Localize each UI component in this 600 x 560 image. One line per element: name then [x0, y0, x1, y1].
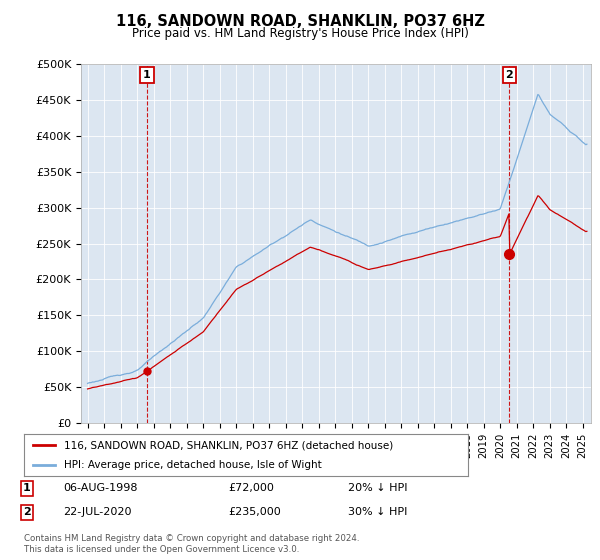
Text: 22-JUL-2020: 22-JUL-2020: [63, 507, 131, 517]
Text: 116, SANDOWN ROAD, SHANKLIN, PO37 6HZ (detached house): 116, SANDOWN ROAD, SHANKLIN, PO37 6HZ (d…: [64, 440, 393, 450]
Text: 30% ↓ HPI: 30% ↓ HPI: [348, 507, 407, 517]
Text: 2: 2: [505, 70, 513, 80]
Text: Contains HM Land Registry data © Crown copyright and database right 2024.: Contains HM Land Registry data © Crown c…: [24, 534, 359, 543]
Text: HPI: Average price, detached house, Isle of Wight: HPI: Average price, detached house, Isle…: [64, 460, 322, 470]
Text: 06-AUG-1998: 06-AUG-1998: [63, 483, 137, 493]
Text: 20% ↓ HPI: 20% ↓ HPI: [348, 483, 407, 493]
Text: £72,000: £72,000: [228, 483, 274, 493]
Text: £235,000: £235,000: [228, 507, 281, 517]
Text: This data is licensed under the Open Government Licence v3.0.: This data is licensed under the Open Gov…: [24, 545, 299, 554]
Text: 1: 1: [143, 70, 151, 80]
Text: Price paid vs. HM Land Registry's House Price Index (HPI): Price paid vs. HM Land Registry's House …: [131, 27, 469, 40]
Text: 1: 1: [23, 483, 31, 493]
Text: 116, SANDOWN ROAD, SHANKLIN, PO37 6HZ: 116, SANDOWN ROAD, SHANKLIN, PO37 6HZ: [116, 14, 484, 29]
Text: 2: 2: [23, 507, 31, 517]
